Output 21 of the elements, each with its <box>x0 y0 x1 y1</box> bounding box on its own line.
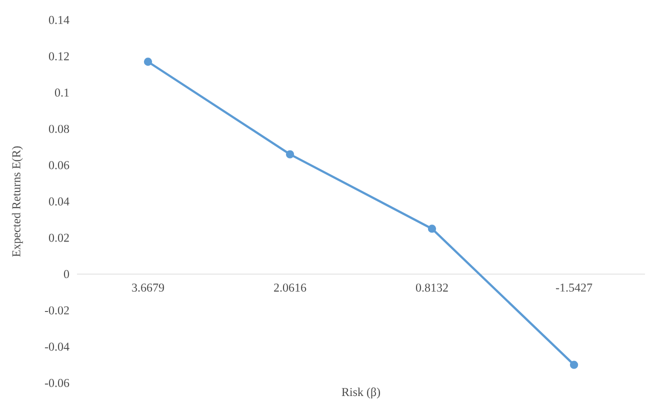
y-tick-label: -0.06 <box>44 378 70 388</box>
y-tick-label: -0.02 <box>44 306 69 314</box>
x-tick-label: 0.8132 <box>416 284 448 292</box>
x-tick-label: -1.5427 <box>556 284 592 292</box>
y-tick-label: 0.04 <box>48 197 70 206</box>
y-tick-label: 0.14 <box>48 16 70 24</box>
y-tick-label: -0.04 <box>44 342 70 351</box>
y-axis-title: Expected Returns E(R) <box>12 146 23 257</box>
y-tick-label: 0.08 <box>48 124 70 133</box>
y-tick-label: 0 <box>64 270 70 278</box>
x-axis-title: Risk (β) <box>342 388 380 399</box>
point <box>570 360 578 369</box>
y-tick-label: 0.1 <box>54 88 69 97</box>
y-tick-label: 0.02 <box>48 234 69 242</box>
point <box>428 224 436 233</box>
point <box>144 58 152 66</box>
x-tick-label: 2.0616 <box>274 284 306 292</box>
y-tick-label: 0.12 <box>48 52 69 60</box>
x-tick-label: 3.6679 <box>132 284 164 292</box>
y-tick-label: 0.06 <box>48 161 70 170</box>
point <box>286 150 294 158</box>
